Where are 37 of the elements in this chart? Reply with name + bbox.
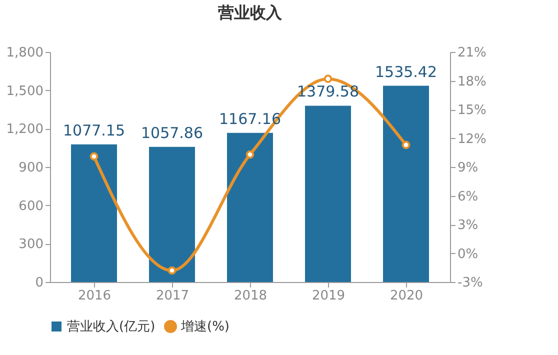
legend-label: 增速(%)	[180, 320, 230, 334]
point	[168, 266, 176, 275]
point	[402, 140, 410, 150]
y2-tick-label: 21%	[458, 46, 486, 60]
y2-tick-label: -3%	[458, 276, 483, 290]
point	[246, 150, 254, 159]
chart-title: 营业收入	[217, 3, 283, 22]
bar	[71, 144, 117, 282]
y2-tick-label: 0%	[458, 246, 478, 262]
x-tick-label: 2020	[390, 288, 424, 304]
x-tick-label: 2019	[312, 288, 346, 304]
bar	[227, 132, 273, 282]
data-label: 1057.86	[140, 124, 204, 142]
y-tick-label: 1,200	[6, 122, 44, 138]
legend-label: 营业收入(亿元)	[67, 320, 156, 334]
point	[324, 74, 332, 83]
point	[90, 152, 98, 161]
x-tick-label: 2017	[156, 288, 190, 304]
y2-tick-label: 18%	[458, 74, 486, 90]
bar	[305, 106, 351, 282]
y-tick-label: 600	[18, 198, 44, 214]
y2-tick-label: 3%	[458, 218, 478, 233]
y-tick-label: 300	[18, 237, 44, 252]
y2-tick-label: 15%	[458, 103, 486, 118]
x-tick-label: 2018	[234, 288, 268, 304]
data-label: 1535.42	[374, 62, 438, 81]
y-tick-label: 1,800	[6, 46, 44, 60]
y2-tick-label: 12%	[458, 132, 486, 147]
y2-tick-label: 9%	[458, 160, 478, 176]
y-tick-label: 900	[18, 160, 44, 176]
y2-tick-label: 6%	[458, 189, 478, 204]
x-tick-label: 2016	[78, 288, 112, 304]
y-tick-label: 0	[35, 276, 44, 290]
y-tick-label: 1,500	[6, 84, 44, 99]
bar	[149, 146, 195, 282]
bar	[383, 86, 429, 282]
data-label: 1077.15	[62, 121, 126, 140]
